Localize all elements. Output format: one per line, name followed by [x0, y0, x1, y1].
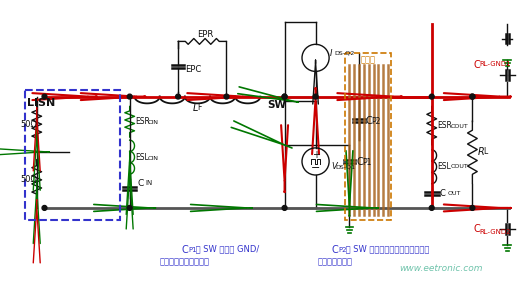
Text: C: C [356, 157, 363, 167]
Text: −: − [311, 163, 320, 173]
Text: 散热器: 散热器 [360, 55, 375, 64]
Text: L: L [193, 103, 198, 113]
Text: C: C [332, 245, 338, 255]
Text: C: C [182, 245, 188, 255]
Text: C: C [474, 59, 480, 70]
Text: RL-GND1: RL-GND1 [479, 61, 511, 67]
Text: ESR: ESR [438, 121, 452, 130]
Bar [345, 53, 391, 220]
Circle shape [127, 206, 132, 210]
Circle shape [470, 94, 475, 99]
Text: C: C [439, 189, 445, 198]
Text: SW: SW [267, 100, 286, 110]
Text: COUT: COUT [451, 124, 469, 128]
Text: COUT: COUT [451, 164, 469, 169]
Text: C: C [137, 179, 144, 188]
Text: IN: IN [145, 180, 153, 186]
Text: P2: P2 [372, 117, 381, 126]
Text: F: F [197, 103, 202, 112]
Circle shape [429, 94, 434, 99]
Text: RL-GND2: RL-GND2 [479, 229, 511, 235]
Text: C: C [474, 224, 480, 234]
Text: ESL: ESL [136, 153, 149, 162]
Circle shape [313, 94, 318, 99]
Text: 50Ω: 50Ω [20, 175, 37, 184]
Text: C: C [366, 116, 373, 126]
Text: V: V [331, 162, 337, 171]
Text: DS-Q1: DS-Q1 [335, 164, 355, 169]
Text: CIN: CIN [148, 155, 159, 161]
Text: OUT: OUT [447, 191, 460, 196]
Text: 之间的寄生电容: 之间的寄生电容 [317, 257, 352, 266]
Text: ESR: ESR [136, 117, 150, 126]
Circle shape [127, 94, 132, 99]
Text: DS-Q2: DS-Q2 [334, 51, 354, 56]
Circle shape [282, 94, 287, 99]
Circle shape [176, 94, 181, 99]
Text: EPR: EPR [197, 30, 214, 39]
Circle shape [429, 206, 434, 210]
Text: 50Ω: 50Ω [20, 120, 37, 129]
Circle shape [470, 94, 475, 99]
Text: L: L [483, 147, 487, 156]
Text: 接地端之间的寄生电容: 接地端之间的寄生电容 [160, 257, 210, 266]
Circle shape [42, 94, 47, 99]
Circle shape [282, 94, 287, 99]
Text: LISN: LISN [27, 97, 55, 108]
Text: +: + [312, 150, 319, 160]
Text: 是 SW 与接地散热器（面积较大）: 是 SW 与接地散热器（面积较大） [343, 245, 429, 254]
Text: 是 SW 与底盘 GND/: 是 SW 与底盘 GND/ [193, 245, 259, 254]
Text: P1: P1 [362, 158, 371, 167]
Text: I: I [330, 48, 333, 57]
Text: www.eetronic.com: www.eetronic.com [400, 264, 483, 273]
Text: ESL: ESL [438, 162, 451, 171]
Circle shape [470, 206, 475, 210]
Text: R: R [478, 147, 485, 157]
Bar [25, 90, 120, 220]
Circle shape [42, 206, 47, 210]
Text: P1: P1 [188, 247, 197, 253]
Circle shape [224, 94, 229, 99]
Text: P2: P2 [339, 247, 347, 253]
Text: CIN: CIN [148, 120, 159, 125]
Circle shape [282, 206, 287, 210]
Text: EPC: EPC [185, 65, 201, 74]
